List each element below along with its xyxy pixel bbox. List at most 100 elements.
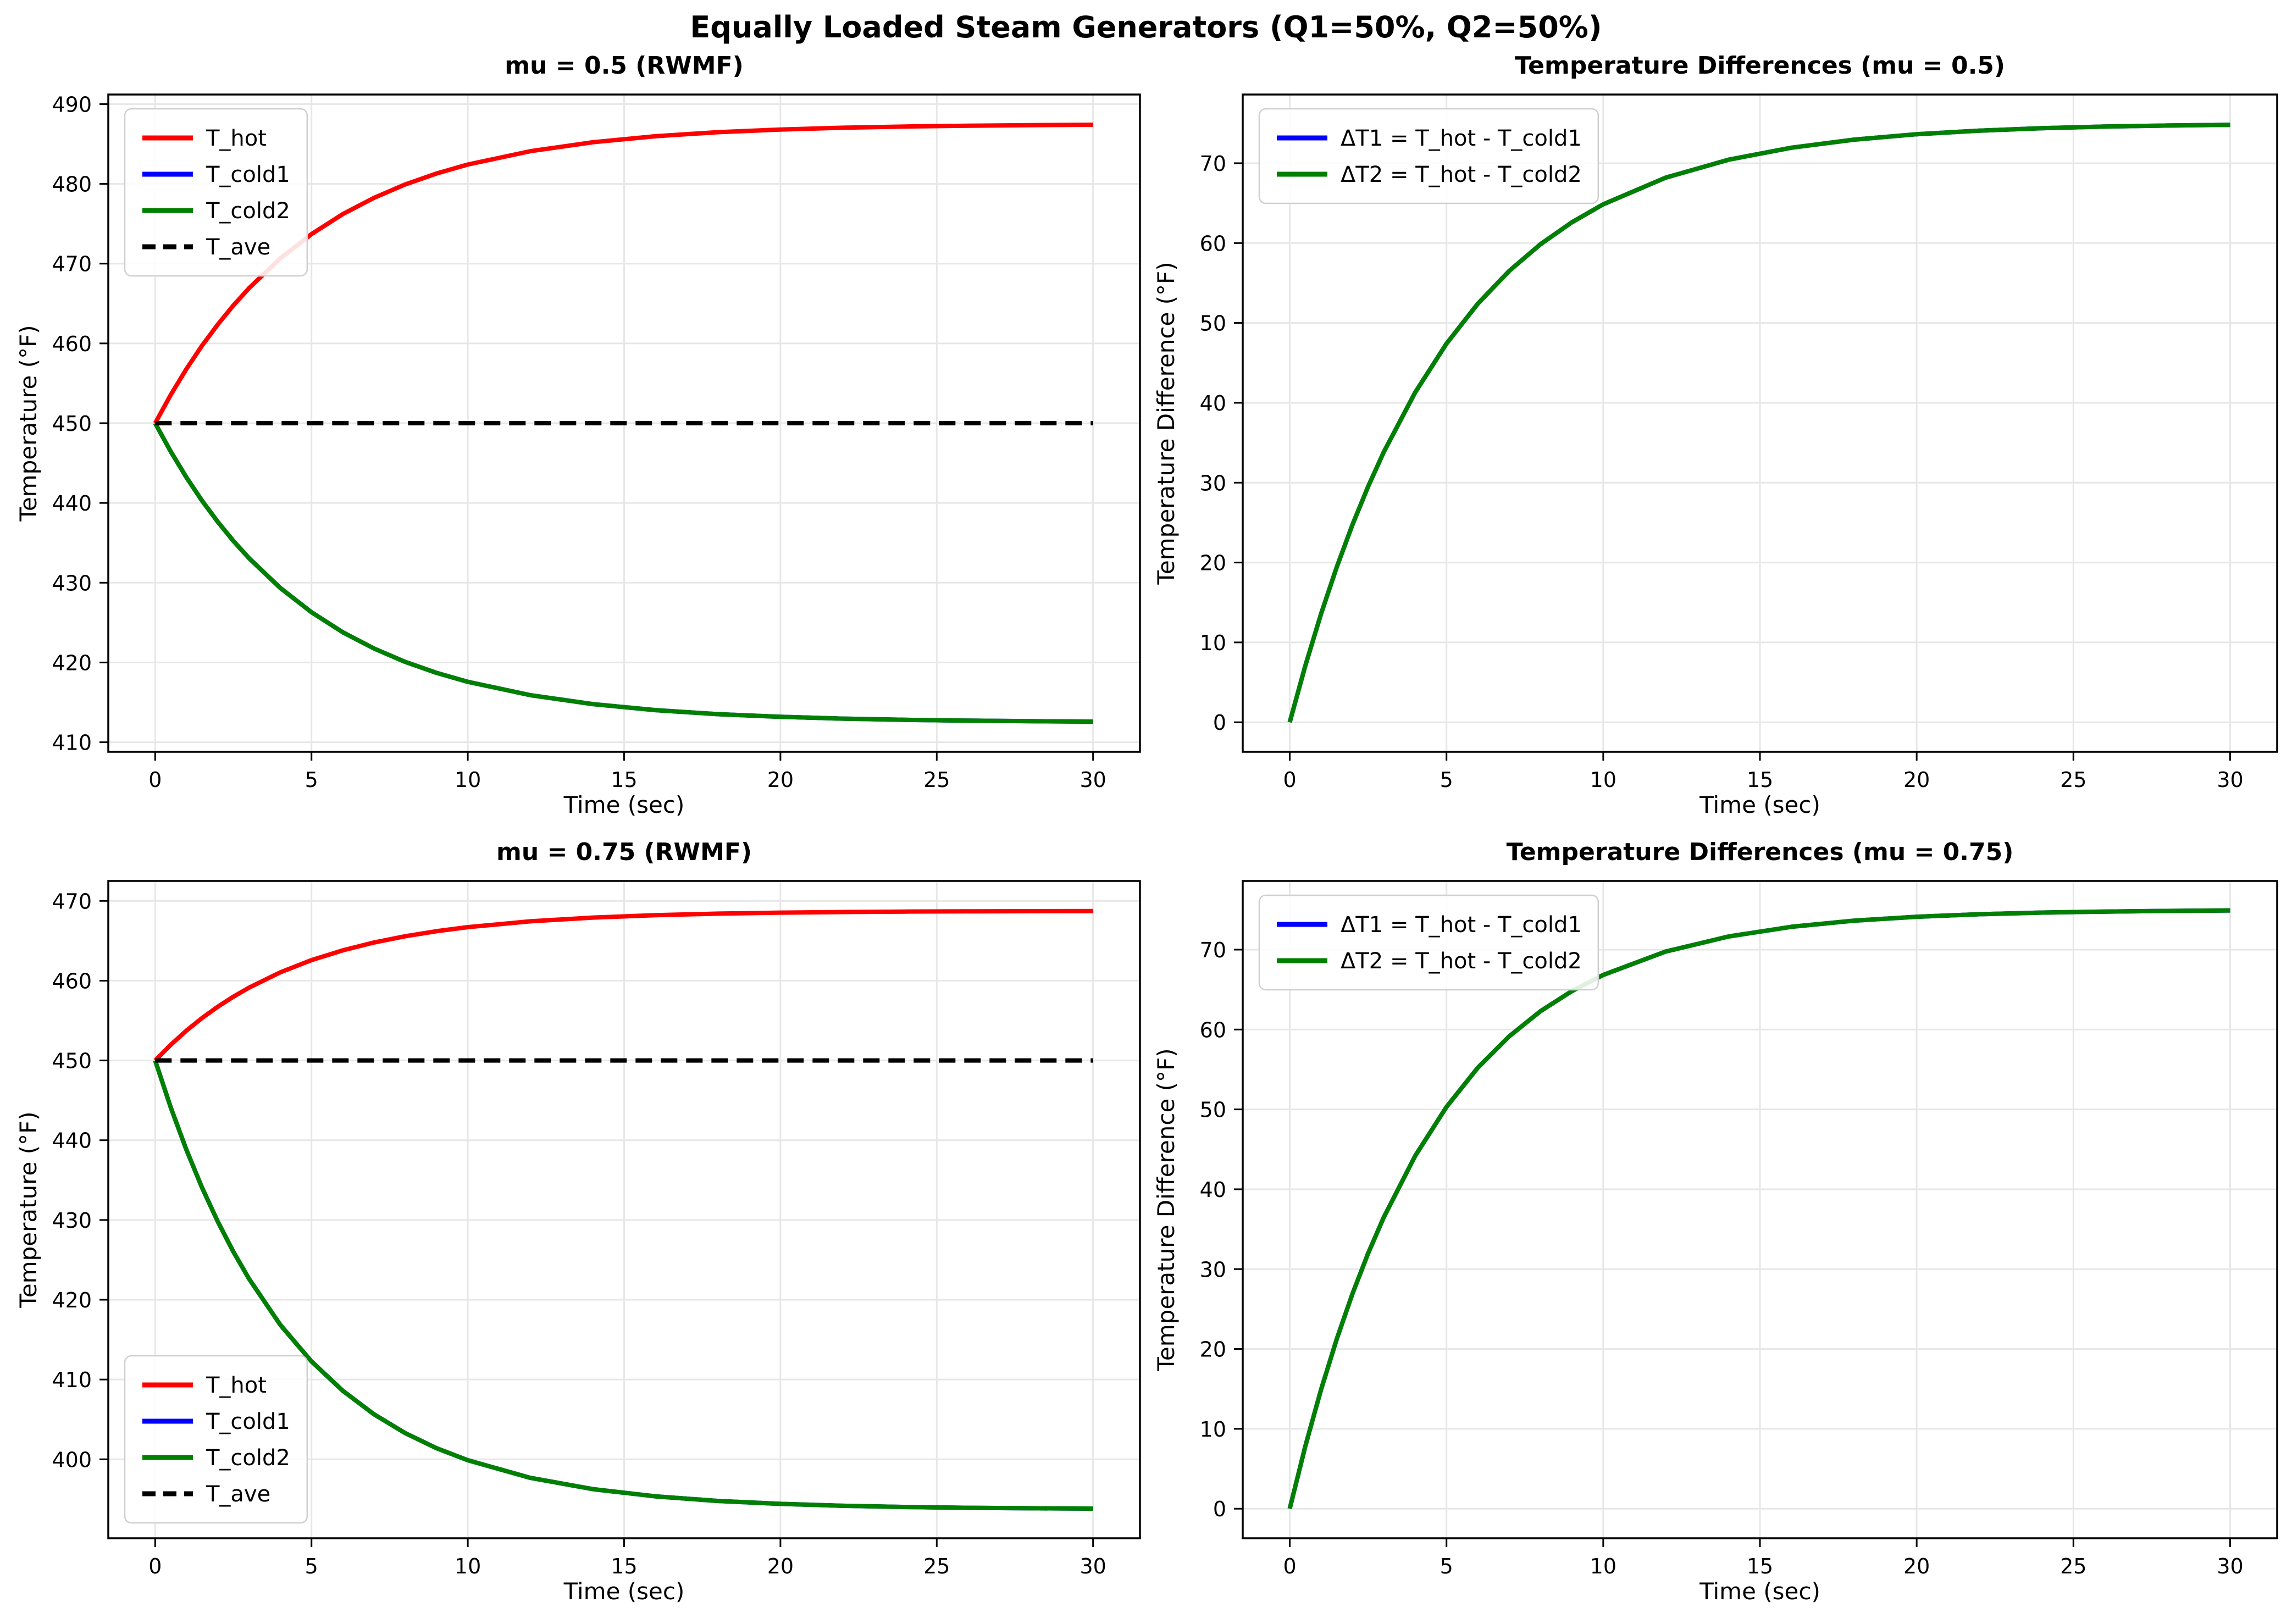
legend-label: T_cold2	[206, 1445, 290, 1471]
x-tick-label: 0	[148, 1554, 162, 1578]
x-axis-label: Time (sec)	[563, 791, 685, 818]
curve-T_cold2	[153, 422, 1093, 724]
x-tick-label: 30	[1080, 1554, 1106, 1578]
y-tick-label: 420	[52, 651, 92, 675]
x-tick-label: 20	[1903, 1554, 1930, 1578]
x-tick-label: 10	[455, 768, 481, 792]
legend-label: ΔT2 = T_hot - T_cold2	[1341, 949, 1582, 974]
legend: ΔT1 = T_hot - T_cold1 ΔT2 = T_hot - T_col…	[1258, 108, 1599, 204]
curve-T_cold2	[153, 1060, 1093, 1511]
x-tick-label: 30	[2217, 1554, 2243, 1578]
x-tick-label: 30	[1080, 768, 1106, 792]
x-tick-label: 25	[2060, 1554, 2086, 1578]
x-tick-label: 15	[611, 768, 637, 792]
legend-label: T_cold1	[206, 1409, 290, 1434]
x-axis-label: Time (sec)	[1699, 1578, 1820, 1605]
curve--T2-T_hot-T_cold2	[1287, 908, 2230, 1510]
x-tick-label: 15	[611, 1554, 637, 1578]
x-tick-label: 0	[148, 768, 162, 792]
x-axis-label: Time (sec)	[563, 1578, 685, 1605]
x-tick-label: 10	[455, 1554, 481, 1578]
y-axis-label: Temperature (°F)	[15, 1111, 42, 1308]
legend-label: T_ave	[206, 1482, 270, 1507]
curve-T_hot	[153, 908, 1093, 1062]
y-tick-label: 490	[52, 92, 92, 117]
y-axis-label: Temperature Difference (°F)	[1153, 262, 1180, 585]
legend-label: ΔT2 = T_hot - T_cold2	[1341, 162, 1582, 187]
legend-label: T_cold2	[206, 198, 290, 224]
x-tick-label: 15	[1747, 1554, 1773, 1578]
x-tick-label: 20	[767, 768, 794, 792]
subplot-title-diff-mu-0-75: Temperature Differences (mu = 0.75)	[1506, 838, 2014, 866]
y-tick-label: 10	[1200, 1417, 1226, 1442]
y-tick-label: 460	[52, 969, 92, 993]
figure-suptitle: Equally Loaded Steam Generators (Q1=50%,…	[690, 10, 1602, 45]
y-tick-label: 430	[52, 571, 92, 595]
curve-T_hot	[153, 123, 1093, 424]
subplot-title-diff-mu-0-5: Temperature Differences (mu = 0.5)	[1514, 52, 2006, 80]
x-tick-label: 0	[1283, 768, 1296, 792]
y-tick-label: 460	[52, 332, 92, 356]
y-tick-label: 430	[52, 1209, 92, 1233]
x-tick-label: 5	[1440, 1554, 1453, 1578]
legend-box	[1258, 108, 1599, 204]
y-tick-label: 10	[1200, 631, 1226, 655]
legend: T_hot T_cold1 T_cold2 T_ave	[124, 108, 308, 277]
x-tick-label: 25	[2060, 768, 2086, 792]
y-tick-label: 40	[1200, 1178, 1226, 1202]
x-tick-label: 5	[1440, 768, 1453, 792]
legend: ΔT1 = T_hot - T_cold1 ΔT2 = T_hot - T_col…	[1258, 894, 1599, 991]
y-axis-label: Temperature Difference (°F)	[1153, 1048, 1180, 1371]
x-axis-label: Time (sec)	[1699, 791, 1820, 818]
y-tick-label: 450	[52, 412, 92, 436]
legend: T_hot T_cold1 T_cold2 T_ave	[124, 1355, 308, 1524]
legend-box	[124, 1355, 308, 1524]
x-tick-label: 0	[1283, 1554, 1296, 1578]
legend-label: ΔT1 = T_hot - T_cold1	[1341, 912, 1582, 938]
y-tick-label: 450	[52, 1049, 92, 1073]
x-tick-label: 25	[923, 1554, 950, 1578]
y-tick-label: 470	[52, 889, 92, 913]
y-axis-label: Temperature (°F)	[15, 325, 42, 522]
y-tick-label: 0	[1213, 711, 1226, 735]
y-tick-label: 70	[1200, 938, 1226, 962]
y-tick-label: 70	[1200, 152, 1226, 176]
x-tick-label: 20	[1903, 768, 1930, 792]
x-tick-label: 20	[767, 1554, 794, 1578]
y-tick-label: 30	[1200, 1257, 1226, 1282]
curve--T2-T_hot-T_cold2	[1287, 123, 2230, 723]
legend-label: ΔT1 = T_hot - T_cold1	[1341, 126, 1582, 151]
legend-label: T_hot	[206, 126, 267, 151]
x-tick-label: 25	[923, 768, 950, 792]
x-tick-label: 5	[305, 768, 318, 792]
y-tick-label: 40	[1200, 391, 1226, 415]
y-tick-label: 20	[1200, 1338, 1226, 1362]
y-tick-label: 480	[52, 173, 92, 197]
y-tick-label: 60	[1200, 1018, 1226, 1042]
y-tick-label: 440	[52, 1129, 92, 1153]
x-tick-label: 10	[1590, 1554, 1616, 1578]
y-tick-label: 50	[1200, 1098, 1226, 1122]
x-tick-label: 5	[305, 1554, 318, 1578]
legend-box	[124, 108, 308, 277]
y-tick-label: 400	[52, 1448, 92, 1472]
x-tick-label: 30	[2217, 768, 2243, 792]
legend-label: T_cold1	[206, 162, 290, 187]
y-tick-label: 410	[52, 1368, 92, 1392]
y-tick-label: 440	[52, 491, 92, 516]
subplot-title-mu-0-75: mu = 0.75 (RWMF)	[496, 838, 752, 866]
y-tick-label: 20	[1200, 551, 1226, 575]
y-tick-label: 50	[1200, 312, 1226, 336]
y-tick-label: 470	[52, 252, 92, 276]
legend-label: T_ave	[206, 235, 270, 260]
x-tick-label: 15	[1747, 768, 1773, 792]
legend-box	[1258, 894, 1599, 991]
subplot-title-mu-0-5: mu = 0.5 (RWMF)	[505, 52, 744, 80]
y-tick-label: 60	[1200, 231, 1226, 256]
y-tick-label: 0	[1213, 1497, 1226, 1521]
y-tick-label: 30	[1200, 471, 1226, 495]
y-tick-label: 420	[52, 1288, 92, 1312]
legend-label: T_hot	[206, 1373, 267, 1398]
